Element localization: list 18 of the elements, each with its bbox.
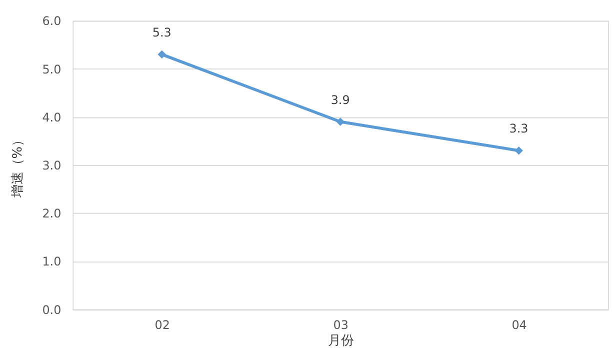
y-axis-title: 增速（%） — [10, 133, 26, 199]
y-tick-label: 0.0 — [42, 302, 62, 317]
x-axis-title: 月份 — [328, 334, 354, 349]
y-tick-label: 3.0 — [42, 158, 62, 173]
data-label: 3.3 — [509, 122, 528, 136]
y-tick-label: 5.0 — [42, 62, 62, 76]
data-label: 3.9 — [330, 92, 350, 107]
y-tick-label: 2.0 — [42, 206, 62, 221]
point — [336, 118, 344, 126]
x-tick-label: 02 — [154, 318, 170, 332]
y-tick-label: 1.0 — [42, 254, 62, 269]
data-label: 5.3 — [152, 26, 172, 40]
point — [514, 146, 523, 155]
x-tick-label: 04 — [512, 318, 527, 332]
point — [158, 50, 166, 59]
y-tick-label: 4.0 — [42, 110, 62, 124]
y-tick-label: 6.0 — [42, 14, 62, 28]
x-tick-label: 03 — [333, 318, 348, 332]
